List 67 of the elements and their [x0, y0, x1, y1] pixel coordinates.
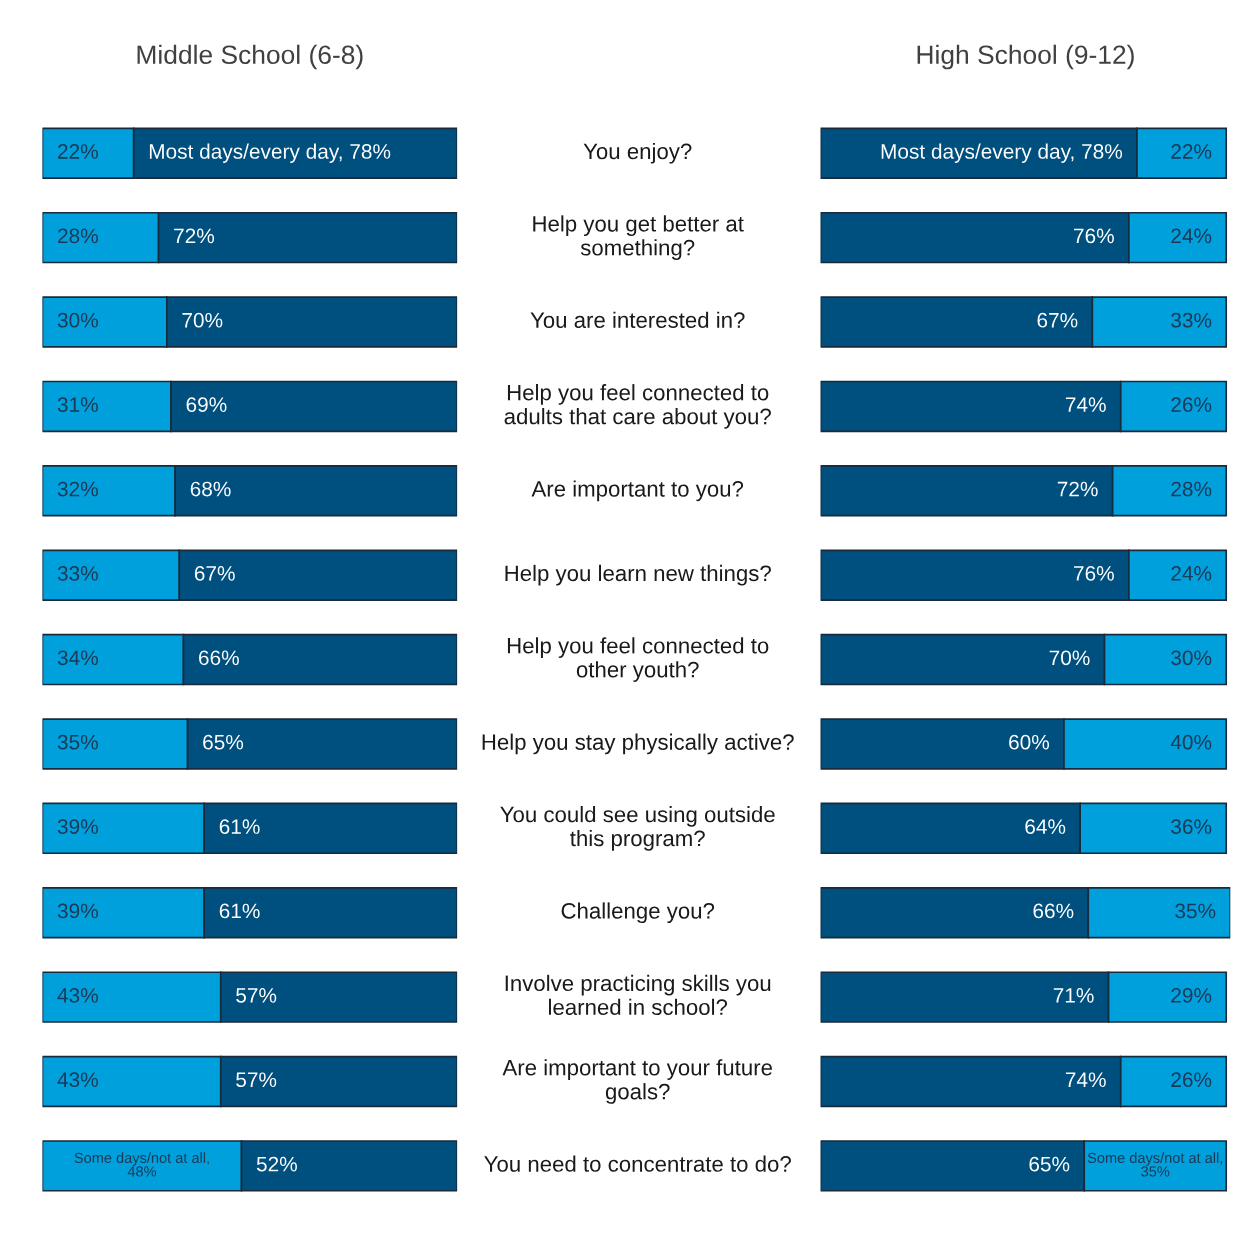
data-label: 22% [1171, 144, 1212, 159]
data-label: Some days/not at all, 48% [74, 1152, 209, 1177]
data-label: 70% [1049, 650, 1090, 666]
data-label: 61% [219, 819, 260, 834]
data-label: 72% [174, 228, 215, 244]
data-label: 66% [199, 650, 239, 666]
data-label: 28% [1171, 481, 1212, 497]
data-label: 26% [1171, 397, 1212, 413]
data-label: 65% [1029, 1156, 1070, 1172]
data-label: 66% [1033, 903, 1074, 919]
data-label: 64% [1025, 819, 1066, 834]
data-label: 24% [1171, 228, 1212, 244]
data-label: 39% [57, 903, 98, 919]
data-label: 33% [1171, 312, 1212, 328]
y-tick-label: You need to concentrate to do? [484, 1155, 791, 1172]
data-label: 72% [1057, 481, 1098, 497]
data-label: 67% [1037, 312, 1078, 328]
data-label: 29% [1171, 987, 1212, 1003]
y-tick-label: Are important to you? [531, 480, 744, 502]
y-tick-label: You could see using outside this program? [500, 806, 775, 851]
data-label: 26% [1171, 1072, 1212, 1088]
data-label: 74% [1065, 397, 1106, 412]
data-label: 69% [186, 397, 227, 413]
data-label: 65% [203, 734, 244, 750]
data-label: 61% [219, 903, 260, 919]
y-tick-label: Help you feel connected to other youth? [507, 637, 769, 682]
data-label: 39% [57, 819, 98, 834]
data-label: 40% [1170, 734, 1212, 750]
data-label: 68% [190, 481, 231, 497]
data-label: 30% [1171, 650, 1212, 666]
data-label: 57% [236, 988, 277, 1003]
data-label: 43% [57, 1072, 98, 1088]
data-label: 74% [1065, 1072, 1106, 1088]
y-tick-label: Help you stay physically active? [482, 733, 794, 755]
data-label: 33% [57, 566, 98, 581]
data-label: 71% [1053, 988, 1094, 1003]
data-label: 30% [57, 312, 98, 328]
data-label: 70% [182, 312, 223, 328]
data-label: 60% [1009, 734, 1050, 750]
y-tick-label: Challenge you? [561, 902, 715, 924]
y-tick-label: You enjoy? [583, 142, 692, 164]
data-label: Most days/every day, 78% [881, 143, 1123, 163]
y-tick-label: Help you learn new things? [505, 564, 771, 586]
data-label: Most days/every day, 78% [149, 143, 391, 163]
data-label: 76% [1074, 228, 1114, 244]
data-label: 43% [57, 987, 98, 1003]
data-label: 28% [58, 228, 98, 244]
data-label: 31% [57, 397, 98, 413]
chart-title: High School (9-12) [917, 44, 1134, 70]
data-label: 35% [57, 734, 98, 750]
y-tick-label: Help you feel connected to adults that care about you? [504, 384, 771, 429]
data-label: 67% [194, 566, 235, 581]
data-label: Some days/not at all, 35% [1087, 1152, 1223, 1177]
data-label: 36% [1171, 819, 1212, 834]
y-tick-label: You are interested in? [530, 311, 745, 328]
data-label: 22% [58, 144, 98, 159]
data-label: 52% [256, 1156, 297, 1172]
data-label: 24% [1171, 566, 1212, 581]
chart-title: Middle School (6-8) [137, 44, 363, 70]
y-tick-label: Involve practicing skills you learned in school? [505, 974, 771, 1016]
y-tick-label: Are important to your future goals? [502, 1059, 772, 1104]
data-label: 35% [1175, 903, 1216, 919]
data-label: 76% [1074, 566, 1114, 581]
data-label: 32% [57, 481, 98, 497]
data-label: 57% [236, 1072, 277, 1088]
data-label: 34% [57, 650, 98, 666]
y-tick-label: Help you get better at something? [533, 215, 744, 260]
